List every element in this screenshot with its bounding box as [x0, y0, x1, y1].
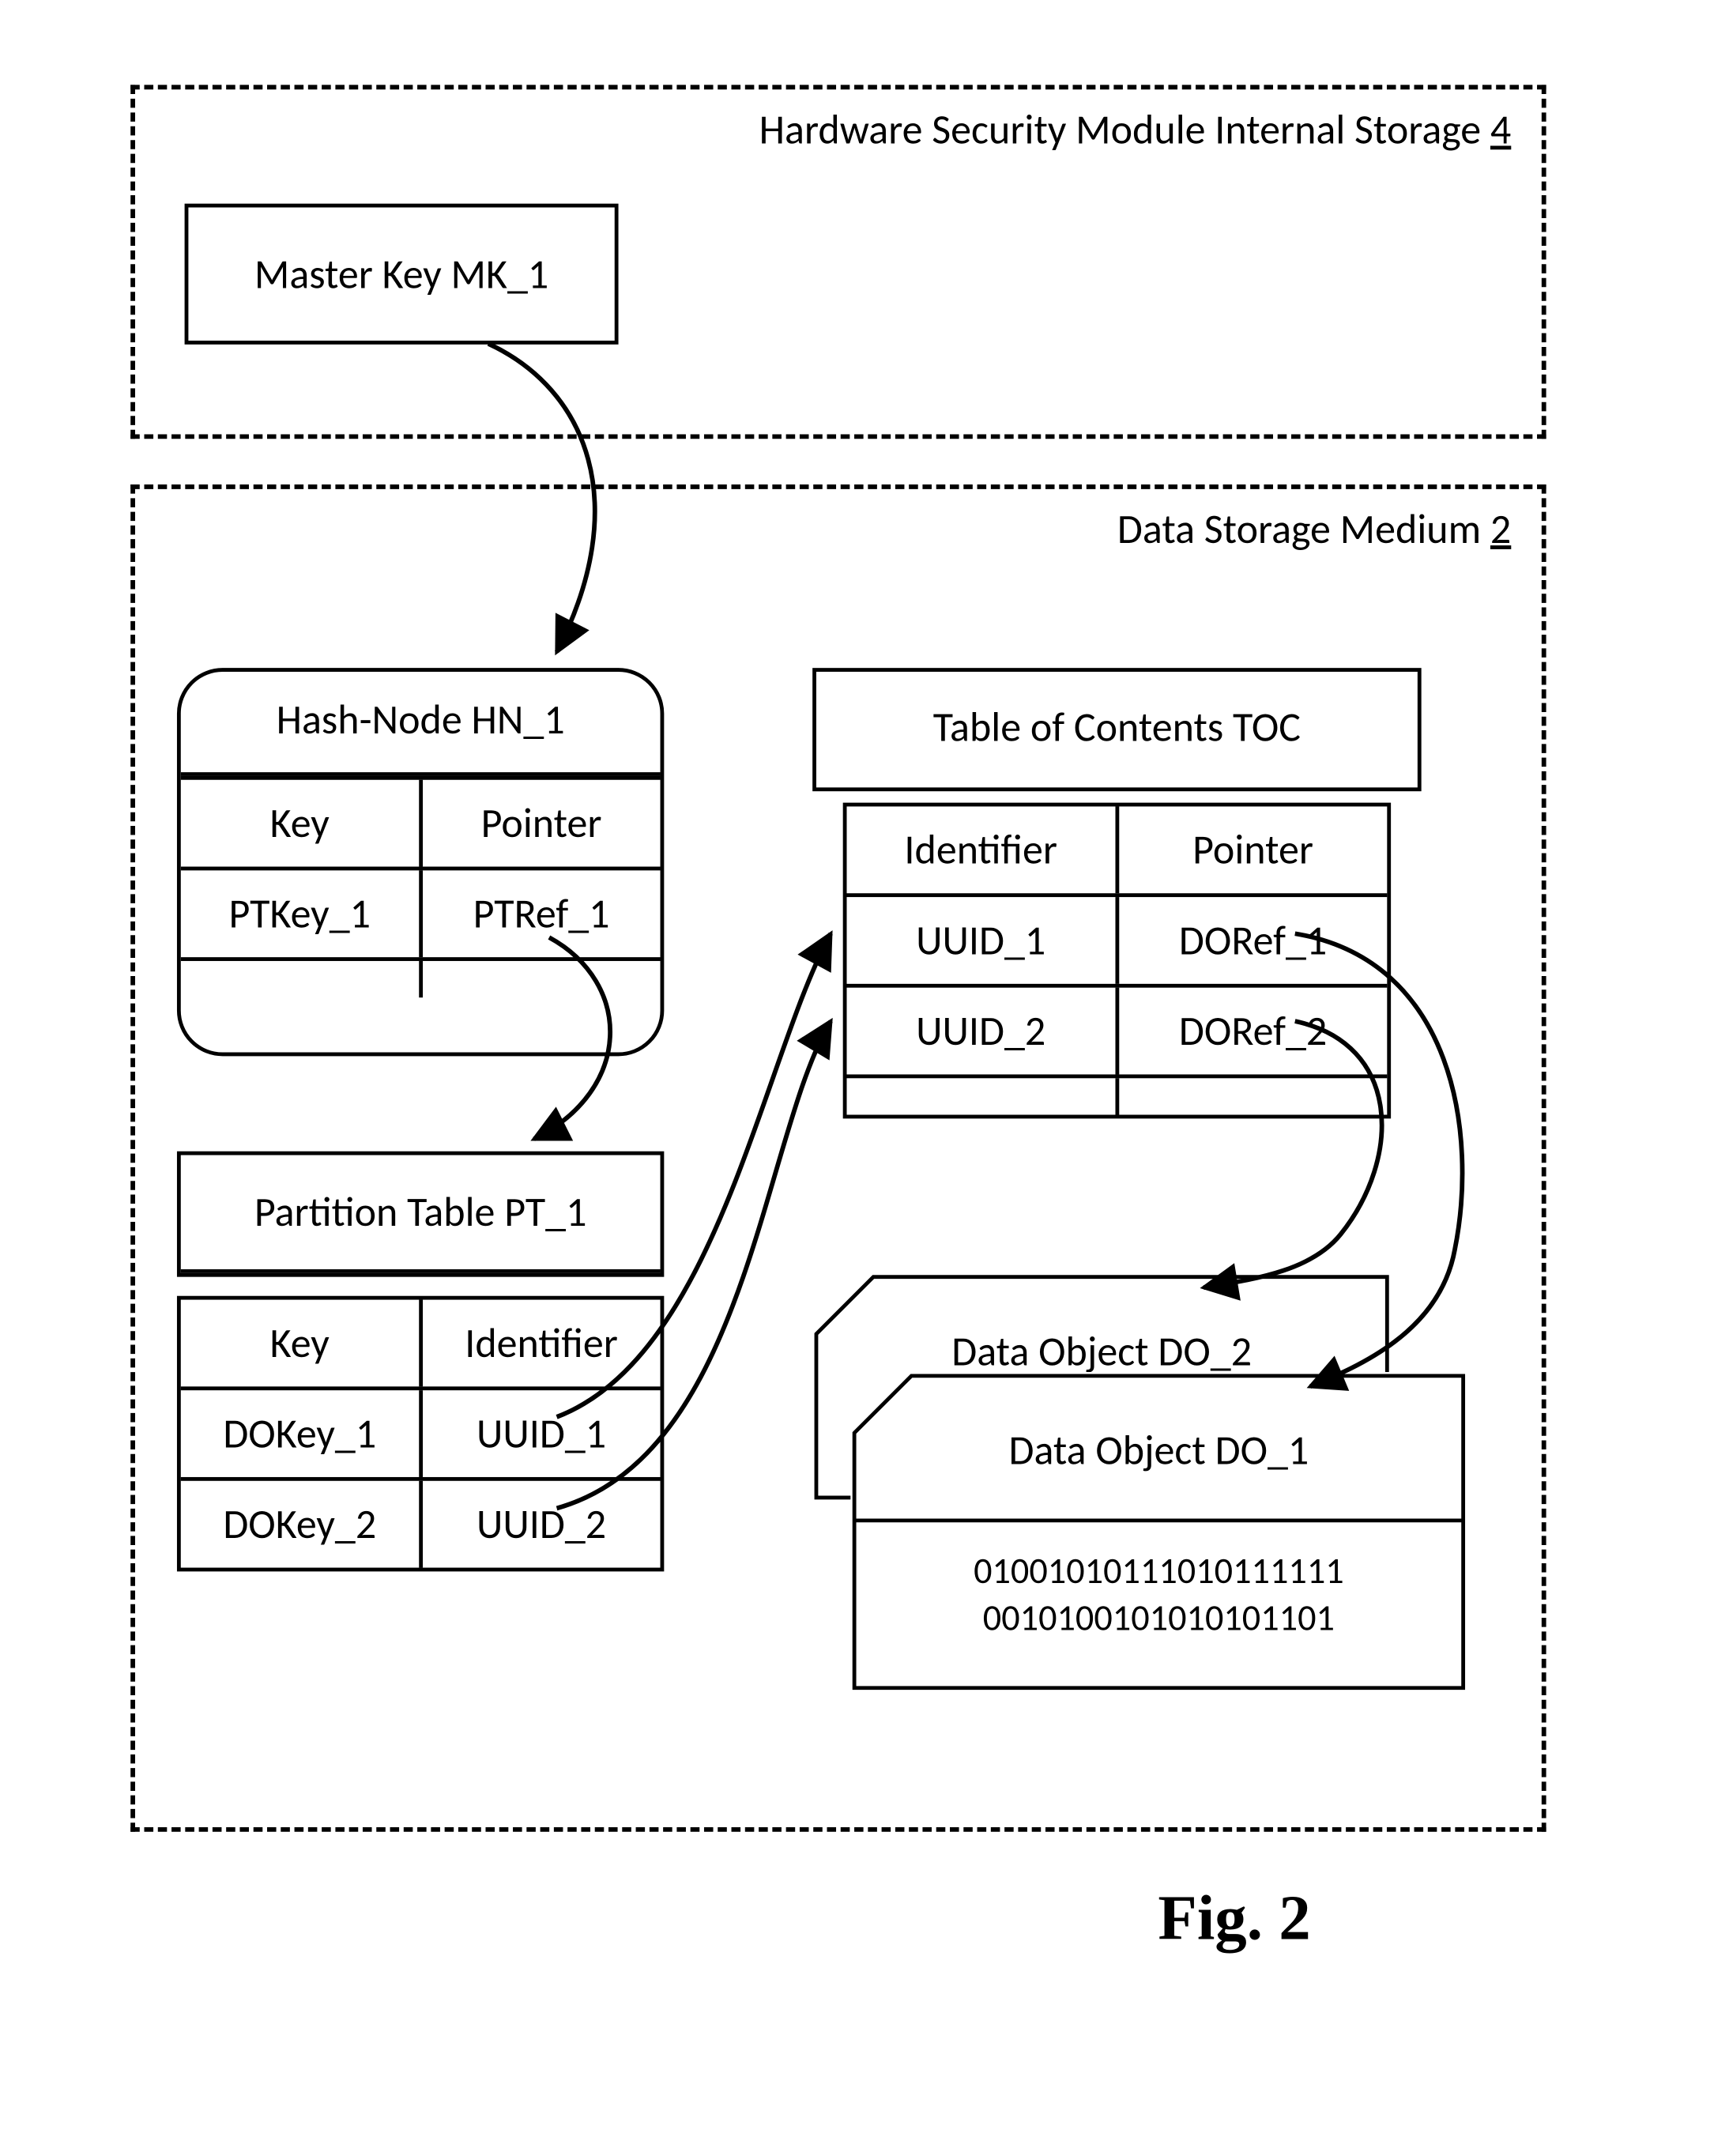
- table-row: PTKey_1 PTRef_1: [181, 867, 661, 958]
- dsm-box: Data Storage Medium 2 Hash-Node HN_1 Key…: [130, 484, 1546, 1832]
- table-cell: UUID_2: [423, 1481, 661, 1568]
- table-header: Identifier: [846, 806, 1118, 893]
- table-header: Identifier: [423, 1300, 661, 1387]
- partition-table-title: Partition Table PT_1: [181, 1155, 661, 1273]
- hsm-title-text: Hardware Security Module Internal Storag…: [759, 104, 1482, 155]
- diagram-canvas: Hardware Security Module Internal Storag…: [32, 32, 1682, 2047]
- table-cell: PTKey_1: [181, 870, 423, 957]
- table-row: UUID_2 DORef_2: [846, 984, 1387, 1075]
- dsm-title-num: 2: [1490, 504, 1511, 555]
- bin-line-2: 0010100101010101101: [983, 1596, 1335, 1641]
- data-object-do1: Data Object DO_1 01001010111010111111 00…: [850, 1372, 1467, 1692]
- table-cell: UUID_1: [846, 897, 1118, 984]
- table-cell: DORef_2: [1119, 988, 1387, 1075]
- table-row: DOKey_2 UUID_2: [181, 1477, 661, 1568]
- table-cell: UUID_1: [423, 1390, 661, 1477]
- hsm-box: Hardware Security Module Internal Storag…: [130, 85, 1546, 439]
- hash-node-table: Hash-Node HN_1 Key Pointer PTKey_1 PTRef…: [177, 668, 664, 1056]
- hsm-title-num: 4: [1490, 104, 1511, 155]
- table-row: Key Pointer: [181, 776, 661, 867]
- partition-table-body: Key Identifier DOKey_1 UUID_1 DOKey_2 UU…: [177, 1296, 664, 1572]
- toc-table: Table of Contents TOC: [812, 668, 1421, 791]
- table-row: Identifier Pointer: [846, 806, 1387, 893]
- table-row: UUID_1 DORef_1: [846, 893, 1387, 984]
- table-cell: DORef_1: [1119, 897, 1387, 984]
- table-row: [181, 957, 661, 997]
- table-cell: DOKey_1: [181, 1390, 423, 1477]
- table-row: DOKey_1 UUID_1: [181, 1386, 661, 1477]
- do2-label: Data Object DO_2: [812, 1326, 1391, 1377]
- table-header: Pointer: [1119, 806, 1387, 893]
- table-header: Key: [181, 1300, 423, 1387]
- partition-table: Partition Table PT_1: [177, 1152, 664, 1277]
- figure-caption: Fig. 2: [1158, 1881, 1310, 1954]
- toc-body: Identifier Pointer UUID_1 DORef_1 UUID_2…: [843, 803, 1391, 1119]
- hash-node-title: Hash-Node HN_1: [181, 672, 661, 776]
- toc-title: Table of Contents TOC: [816, 672, 1418, 787]
- table-cell: [1119, 1078, 1387, 1114]
- hsm-title: Hardware Security Module Internal Storag…: [759, 104, 1512, 155]
- do1-label: Data Object DO_1: [850, 1425, 1467, 1476]
- table-cell: [846, 1078, 1118, 1114]
- table-cell: DOKey_2: [181, 1481, 423, 1568]
- bin-line-1: 01001010111010111111: [974, 1548, 1344, 1593]
- table-row: [846, 1074, 1387, 1114]
- master-key-box: Master Key MK_1: [185, 204, 619, 345]
- table-header: Pointer: [423, 780, 661, 867]
- table-cell: [423, 961, 661, 997]
- binary-data: 01001010111010111111 0010100101010101101: [850, 1547, 1467, 1642]
- table-cell: UUID_2: [846, 988, 1118, 1075]
- table-cell: PTRef_1: [423, 870, 661, 957]
- table-header: Key: [181, 780, 423, 867]
- table-row: Key Identifier: [181, 1300, 661, 1387]
- table-cell: [181, 961, 423, 997]
- dsm-title-text: Data Storage Medium: [1117, 504, 1481, 555]
- master-key-label: Master Key MK_1: [254, 249, 548, 300]
- dsm-title: Data Storage Medium 2: [1117, 504, 1511, 555]
